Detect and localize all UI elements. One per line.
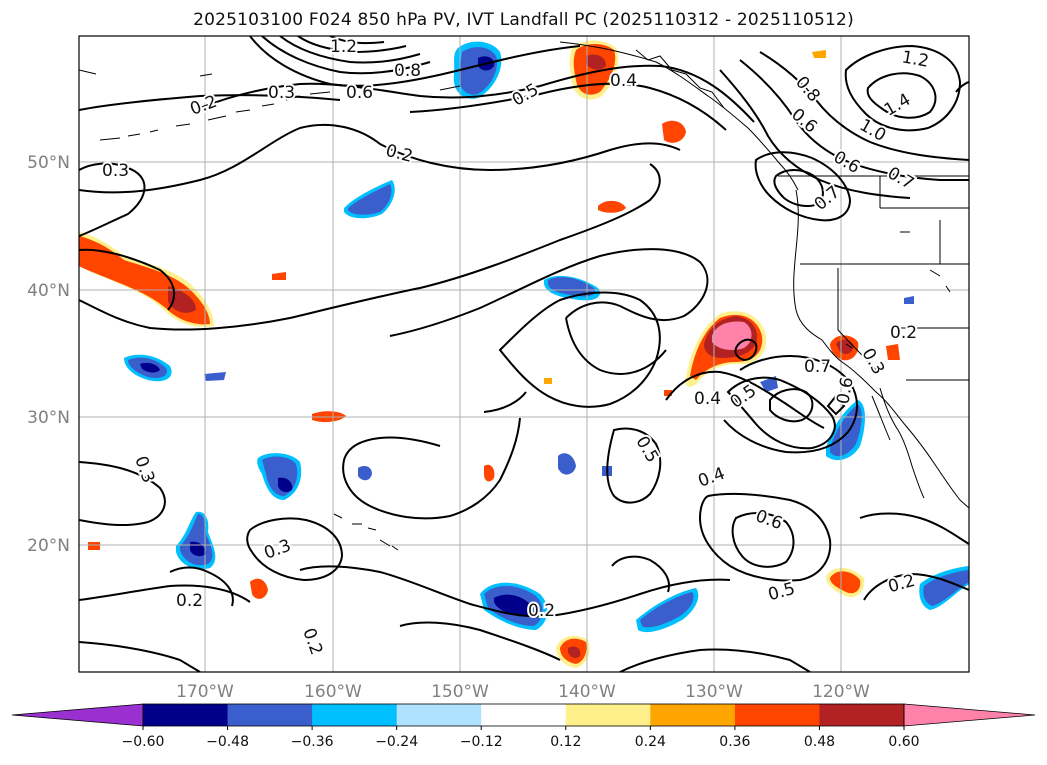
map-title: 2025103100 F024 850 hPa PV, IVT Landfall… [193, 10, 854, 30]
lon-label-140w: 140°W [558, 682, 616, 702]
lat-label-40n: 40°N [27, 281, 70, 301]
latitude-labels: 50°N 40°N 30°N 20°N [27, 153, 70, 556]
contour-label: 0.2 [176, 591, 203, 611]
contour-label: 0.4 [610, 71, 637, 91]
colorbar-segment [312, 704, 398, 726]
colorbar-segment [143, 704, 229, 726]
map-frame [78, 35, 970, 673]
map-area [79, 36, 969, 672]
colorbar-tick-label: 0.60 [888, 734, 919, 750]
contour-label: 1.2 [330, 37, 357, 57]
colorbar-tick-label: 0.36 [719, 734, 750, 750]
colorbar-extend-high [903, 703, 1036, 727]
colorbar-outline [142, 703, 905, 727]
lat-label-20n: 20°N [27, 536, 70, 556]
colorbar-tick-label: −0.12 [460, 734, 503, 750]
lat-label-30n: 30°N [27, 408, 70, 428]
colorbar-tick-label: 0.48 [804, 734, 835, 750]
colorbar-tick-label: −0.60 [122, 734, 165, 750]
contour-label: 0.3 [102, 161, 129, 181]
lon-label-130w: 130°W [685, 682, 743, 702]
contour-label: 0.7 [804, 357, 831, 377]
colorbar-segment [481, 704, 567, 726]
pv-positive-blob [662, 120, 686, 143]
colorbar-extend-low [11, 703, 144, 727]
lon-label-160w: 160°W [304, 682, 362, 702]
lat-label-50n: 50°N [27, 153, 70, 173]
colorbar: −0.60 −0.48 −0.36 −0.24 −0.12 0.12 0.24 0.36 0.4… [11, 703, 1036, 750]
colorbar-segment [396, 704, 482, 726]
colorbar-segment [819, 704, 905, 726]
colorbar-segment [650, 704, 736, 726]
colorbar-tick-label: −0.36 [291, 734, 334, 750]
contour-label: 0.8 [394, 61, 421, 81]
contour-label: 0.4 [694, 389, 721, 409]
lon-label-120w: 120°W [812, 682, 870, 702]
pv-negative-blob [558, 453, 576, 475]
contour-label: 0.3 [268, 83, 295, 103]
colorbar-segment [565, 704, 651, 726]
colorbar-segment [227, 704, 313, 726]
colorbar-tick-label: −0.24 [375, 734, 418, 750]
colorbar-tick-label: −0.48 [206, 734, 249, 750]
lon-label-150w: 150°W [431, 682, 489, 702]
colorbar-tick-label: 0.24 [635, 734, 666, 750]
contour-label: 0.2 [890, 323, 917, 343]
colorbar-segment [734, 704, 820, 726]
ivt-contours [79, 36, 969, 672]
contour-label: 0.2 [528, 601, 555, 621]
pv-negative-blob [358, 466, 372, 481]
longitude-labels: 170°W 160°W 150°W 140°W 130°W 120°W [176, 682, 870, 702]
contour-label: 0.6 [346, 83, 373, 103]
colorbar-tick-label: 0.12 [550, 734, 581, 750]
lon-label-170w: 170°W [176, 682, 234, 702]
